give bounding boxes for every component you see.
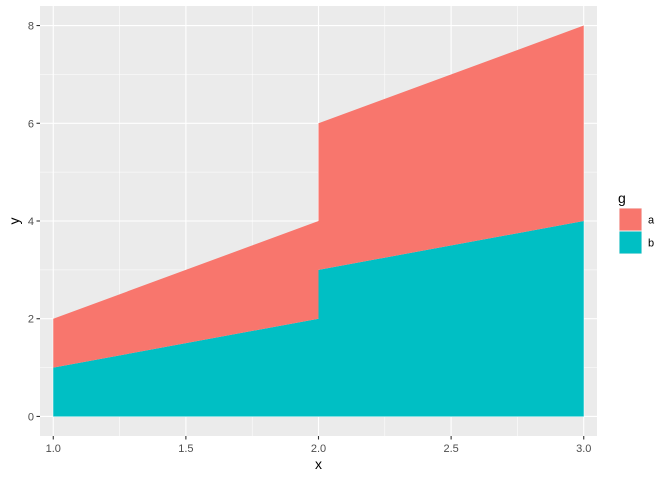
y-tick-label: 4 bbox=[28, 216, 34, 228]
legend-swatch-b bbox=[619, 231, 642, 254]
y-tick-label: 6 bbox=[28, 118, 34, 130]
area-series-a bbox=[53, 25, 584, 368]
y-tick-label: 8 bbox=[28, 21, 34, 33]
legend-label-b: b bbox=[648, 238, 654, 250]
legend-title: g bbox=[618, 190, 626, 206]
legend-label-a: a bbox=[648, 215, 655, 227]
x-axis: 1.0 1.5 2.0 2.5 3.0 bbox=[46, 436, 591, 455]
x-tick-label: 2.5 bbox=[443, 443, 458, 455]
y-tick-label: 2 bbox=[28, 314, 34, 326]
x-axis-title: x bbox=[315, 456, 322, 472]
area-series-b bbox=[53, 221, 584, 417]
x-tick-label: 1.0 bbox=[46, 443, 61, 455]
x-tick-label: 1.5 bbox=[178, 443, 193, 455]
legend-swatch-a bbox=[619, 208, 642, 231]
x-tick-label: 3.0 bbox=[576, 443, 591, 455]
y-axis: 0 2 4 6 8 bbox=[28, 21, 40, 423]
x-tick-label: 2.0 bbox=[311, 443, 326, 455]
area-series bbox=[53, 25, 584, 417]
legend: g ab bbox=[618, 190, 655, 254]
y-axis-title: y bbox=[6, 218, 22, 225]
y-tick-label: 0 bbox=[28, 411, 34, 423]
